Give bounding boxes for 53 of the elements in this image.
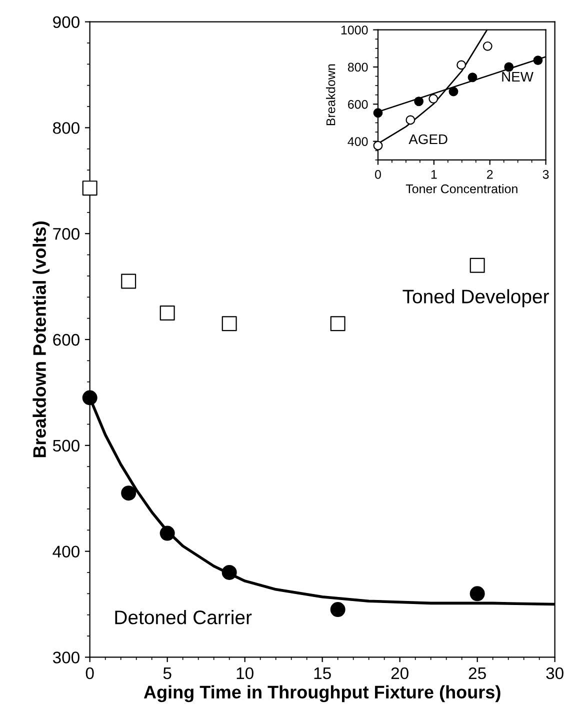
y-tick-label: 500 [52,440,80,452]
x-tick-label: 25 [468,667,486,680]
point [373,108,383,118]
point [468,72,478,82]
point [406,115,416,125]
point [504,62,514,72]
x-tick-label: 5 [163,668,172,680]
y-axis-title: Breakdown Potential (volts) [32,222,50,458]
point [222,316,237,332]
y-tick-label: 600 [348,100,368,109]
point [482,41,492,51]
y-tick-label: 700 [53,228,80,240]
y-tick-label: 800 [348,62,368,72]
point [456,60,466,70]
point [428,94,438,104]
annotation: NEW [502,72,534,82]
y-tick-label: 300 [52,652,80,664]
point [330,316,346,332]
point [470,586,485,602]
point [448,86,458,96]
x-tick-label: 15 [314,668,331,680]
x-axis-title: Aging Time in Throughput Fixture (hours) [144,685,500,702]
annotation: Toned Developer [402,289,549,308]
y-tick-label: 1000 [341,26,368,34]
annotation: AGED [408,134,448,144]
y-tick-label: 900 [53,16,80,28]
point [222,564,237,580]
point [470,258,485,273]
x-tick-label: 0 [375,170,381,179]
point [533,56,543,66]
y-tick-label: 400 [348,137,368,146]
x-axis-title: Toner Concentration [406,184,518,194]
y-tick-label: 600 [53,334,80,346]
point [330,602,346,618]
point [414,96,424,106]
x-tick-label: 1 [431,170,437,179]
x-tick-label: 10 [236,667,254,680]
x-tick-label: 30 [546,667,564,680]
point [82,180,98,196]
point [82,390,98,406]
x-tick-label: 0 [86,667,94,680]
annotation: Detoned Carrier [115,610,252,624]
y-tick-label: 800 [53,122,80,134]
y-axis-title: Breakdown [326,64,336,126]
point [373,140,383,150]
point [160,526,175,541]
point [121,486,136,501]
x-tick-label: 20 [391,667,408,680]
x-tick-label: 2 [487,170,493,179]
point [121,274,136,289]
x-tick-label: 3 [542,170,549,179]
y-tick-label: 400 [52,546,80,558]
point [160,306,175,321]
